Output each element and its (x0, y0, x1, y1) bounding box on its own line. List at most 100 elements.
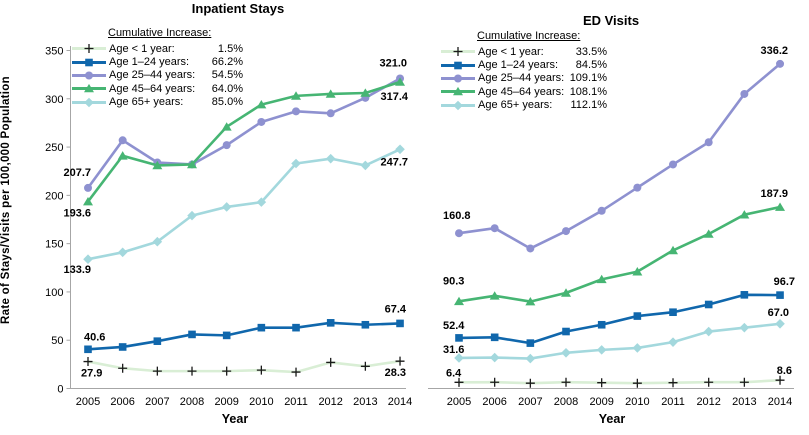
diamond-marker-icon (453, 100, 463, 111)
diamond-marker-icon (187, 210, 197, 221)
plus-marker-icon (83, 357, 93, 367)
legend-value: 66.2% (211, 56, 243, 69)
plus-marker-icon (187, 366, 197, 376)
series-line-age-1-year (86, 359, 402, 374)
legend-value: 112.1% (570, 99, 608, 112)
legend-label: Age 45–64 years: (109, 82, 196, 95)
square-marker-icon (490, 333, 499, 342)
data-label-last: 187.9 (760, 188, 788, 200)
circle-marker-icon (85, 71, 93, 80)
triangle-marker-icon (454, 296, 464, 306)
legend-swatch (441, 61, 475, 69)
legend-label: Age < 1 year: (478, 45, 544, 58)
series-age-25-44-years: 207.7 321.0 (63, 58, 407, 192)
legend-label: Age 1–24 years: (109, 56, 190, 69)
diamond-marker-icon (775, 318, 785, 329)
circle-marker-icon (562, 227, 571, 236)
legend-item-age-1-24-years: Age 1–24 years: 84.5% (440, 58, 607, 71)
series-age-1-year: 6.4 8.6 (446, 365, 792, 388)
legend-value: 85.0% (211, 96, 243, 109)
legend-label: Age 1–24 years: (478, 59, 559, 72)
left-chart-title: Inpatient Stays (191, 1, 285, 16)
legend-value: 64.0% (211, 82, 243, 95)
x-tick-label: 2013 (732, 396, 756, 408)
x-tick-label: 2012 (696, 396, 720, 408)
triangle-marker-icon (703, 229, 714, 238)
x-tick-label: 2013 (353, 396, 377, 408)
triangle-marker-icon (775, 202, 786, 211)
x-tick-label: 2014 (388, 396, 412, 408)
x-tick-label: 2010 (625, 396, 649, 408)
diamond-marker-icon (668, 337, 678, 347)
x-tick-label: 2012 (318, 396, 342, 408)
legend-item-age-65-years: Age 65+ years: 112.1% (440, 99, 607, 112)
triangle-marker-icon (632, 267, 643, 276)
circle-marker-icon (455, 229, 463, 238)
y-tick-label: 350 (45, 46, 63, 58)
right-legend: Cumulative Increase: Age < 1 year: 33.5% Ag… (440, 30, 607, 112)
y-tick-label: 100 (45, 287, 63, 299)
legend-label: Age < 1 year: (109, 42, 175, 55)
data-label-first: 52.4 (443, 320, 465, 332)
data-label-first: 27.9 (81, 368, 102, 380)
x-tick-label: 2011 (284, 396, 308, 408)
circle-marker-icon (740, 89, 749, 98)
square-marker-icon (454, 61, 462, 69)
plus-marker-icon (561, 377, 571, 387)
plus-marker-icon (326, 357, 336, 367)
plus-marker-icon (525, 378, 535, 388)
data-label-last: 247.7 (380, 156, 408, 168)
triangle-marker-icon (152, 160, 163, 170)
diamond-marker-icon (596, 345, 607, 355)
legend-value: 54.5% (211, 69, 243, 82)
legend-label: Age 45–64 years: (478, 85, 565, 98)
data-label-last: 96.7 (774, 276, 795, 288)
triangle-marker-icon (668, 245, 679, 255)
series-age-65-years: 31.6 67.0 (443, 307, 789, 364)
legend-swatch (441, 100, 475, 111)
legend-swatch (441, 47, 475, 57)
diamond-marker-icon (525, 353, 536, 364)
triangle-marker-icon (84, 84, 94, 93)
square-marker-icon (292, 323, 300, 332)
data-label-last: 67.0 (768, 307, 789, 319)
legend-value: 109.1% (569, 72, 607, 85)
plus-marker-icon (222, 366, 232, 376)
square-marker-icon (222, 331, 231, 340)
plus-marker-icon (704, 377, 714, 387)
square-marker-icon (455, 334, 463, 342)
x-tick-label: 2010 (249, 396, 273, 408)
y-axis-title: Rate of Stays/Visits per 100,000 Populat… (0, 76, 12, 324)
triangle-marker-icon (525, 296, 536, 306)
legend-swatch (441, 74, 475, 83)
square-marker-icon (704, 300, 713, 309)
legend-swatch (72, 58, 106, 66)
diamond-marker-icon (360, 160, 371, 171)
y-tick-label: 0 (57, 384, 63, 396)
x-tick-label: 2007 (518, 396, 542, 408)
triangle-marker-icon (256, 99, 267, 109)
legend-swatch (72, 71, 106, 80)
triangle-marker-icon (489, 291, 500, 300)
x-tick-label: 2014 (768, 396, 792, 408)
circle-marker-icon (222, 141, 231, 150)
diamond-marker-icon (83, 254, 93, 264)
series-line-age-1-24-years (86, 321, 402, 351)
plus-marker-icon (739, 377, 749, 387)
square-marker-icon (597, 320, 606, 329)
legend-label: Age 65+ years: (109, 96, 184, 109)
right-chart-title: ED Visits (582, 13, 640, 28)
circle-marker-icon (526, 244, 535, 253)
plus-marker-icon (152, 366, 162, 376)
diamond-marker-icon (454, 353, 464, 363)
triangle-marker-icon (117, 151, 128, 160)
series-line-age-45-64-years (86, 80, 402, 203)
series-age-45-64-years: 193.6 317.4 (63, 77, 409, 220)
plus-marker-icon (256, 365, 266, 375)
triangle-marker-icon (739, 210, 750, 219)
legend-label: Age 65+ years: (478, 99, 553, 112)
circle-marker-icon (776, 59, 785, 68)
triangle-marker-icon (453, 87, 463, 96)
plus-marker-icon (84, 44, 94, 54)
x-tick-label: 2009 (589, 396, 613, 408)
